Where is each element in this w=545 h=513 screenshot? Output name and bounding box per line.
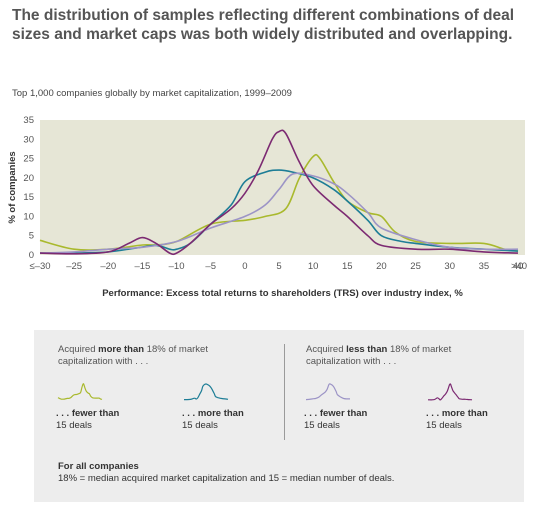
legend-item-more-more: . . . more than 15 deals: [182, 380, 262, 432]
x-tick-label: –25: [66, 261, 82, 272]
x-tick-label: –10: [169, 261, 185, 272]
y-tick-label: 25: [23, 154, 34, 165]
y-axis-label: % of companies: [7, 151, 18, 223]
legend-swatch-less-fewer: [305, 383, 350, 401]
x-tick-label: –15: [134, 261, 150, 272]
legend-swatch-less-more: [427, 383, 473, 401]
x-tick-label: ≤–30: [29, 261, 50, 272]
series-line-less-fewer: [39, 172, 519, 254]
x-tick-label: >40: [511, 261, 527, 272]
note-heading: For all companies: [58, 461, 139, 472]
x-tick-label: 20: [376, 261, 387, 272]
y-tick-label: 30: [23, 134, 34, 145]
y-tick-label: 15: [23, 192, 34, 203]
legend-panel: Acquired more than 18% of market capital…: [34, 330, 524, 502]
y-tick-label: 5: [29, 231, 34, 242]
note-text: 18% = median acquired market capitalizat…: [58, 473, 395, 484]
series-line-less-more: [39, 129, 519, 256]
x-tick-label: 35: [479, 261, 490, 272]
legend-divider: [284, 344, 285, 440]
y-tick-label: 35: [23, 115, 34, 126]
x-tick-label: 30: [444, 261, 455, 272]
x-tick-label: 25: [410, 261, 421, 272]
legend-item-less-more: . . . more than 15 deals: [426, 380, 506, 432]
x-tick-label: 0: [242, 261, 247, 272]
x-tick-label: 40: [513, 261, 524, 272]
x-tick-label: –5: [205, 261, 216, 272]
plot-area: [40, 120, 525, 255]
legend-item-more-fewer: . . . fewer than 15 deals: [56, 380, 136, 432]
x-tick-label: 5: [276, 261, 281, 272]
x-tick-label: –20: [100, 261, 116, 272]
legend-heading-more-than: Acquired more than 18% of market capital…: [58, 344, 208, 367]
legend-swatch-more-fewer: [57, 383, 103, 400]
legend-swatch-more-more: [183, 383, 229, 401]
y-tick-label: 20: [23, 173, 34, 184]
chart-subtitle: Top 1,000 companies globally by market c…: [12, 88, 292, 99]
legend-heading-less-than: Acquired less than 18% of market capital…: [306, 344, 452, 367]
headline: The distribution of samples reflecting d…: [12, 7, 515, 43]
y-tick-label: 0: [29, 250, 34, 261]
legend-item-less-fewer: . . . fewer than 15 deals: [304, 380, 384, 432]
x-tick-label: 15: [342, 261, 353, 272]
distribution-chart: 0 5 10 15 20 25 30 35 ≤–30 –25 –20 –15 –10 –5 0 5 10 15 2…: [7, 115, 527, 299]
y-tick-label: 10: [23, 211, 34, 222]
x-axis-label: Performance: Excess total returns to sha…: [102, 288, 463, 299]
x-tick-label: 10: [308, 261, 319, 272]
